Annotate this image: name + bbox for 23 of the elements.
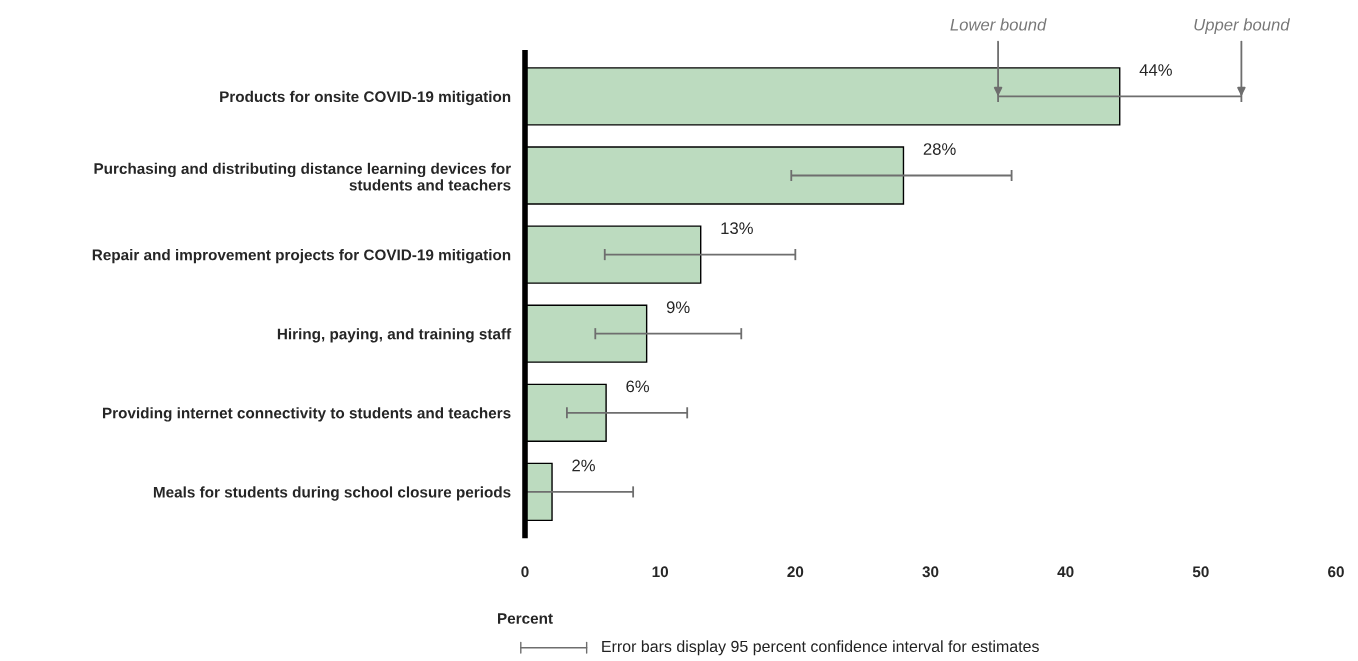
x-tick-label: 60 [1328,566,1344,578]
text: Error bars display 95 percent confidence interval for estimates [602,640,1039,656]
y-tick-label: Meals for students during school closure periods [153,486,511,501]
data-label: 44% [1139,64,1172,76]
x-tick-label: 20 [787,566,804,578]
data-label: 13% [721,222,753,235]
y-tick-label: Products for onsite COVID-19 mitigation [220,90,511,106]
y-tick-label: Purchasing and distributing distance learning devices for students and teachers [94,162,511,191]
y-tick-label: Hiring, paying, and training staff [277,328,512,343]
x-tick-label: 30 [922,566,939,578]
data-label: 28% [923,143,956,155]
annotation: Lower bound [950,18,1047,31]
x-tick-label: 10 [652,566,669,578]
y-tick-label: Providing internet connectivity to students and teachers [102,407,511,422]
y-tick-label: Repair and improvement projects for COVID-19 mitigation [92,249,511,264]
x-axis-title: Percent [498,613,553,624]
x-tick-label: 50 [1192,566,1209,578]
data-label: 9% [666,301,690,314]
annotation: Upper bound [1194,18,1291,34]
data-label: 6% [626,380,650,393]
data-label: 2% [572,459,595,472]
x-tick-label: 0 [521,566,529,578]
x-tick-label: 40 [1057,566,1074,578]
